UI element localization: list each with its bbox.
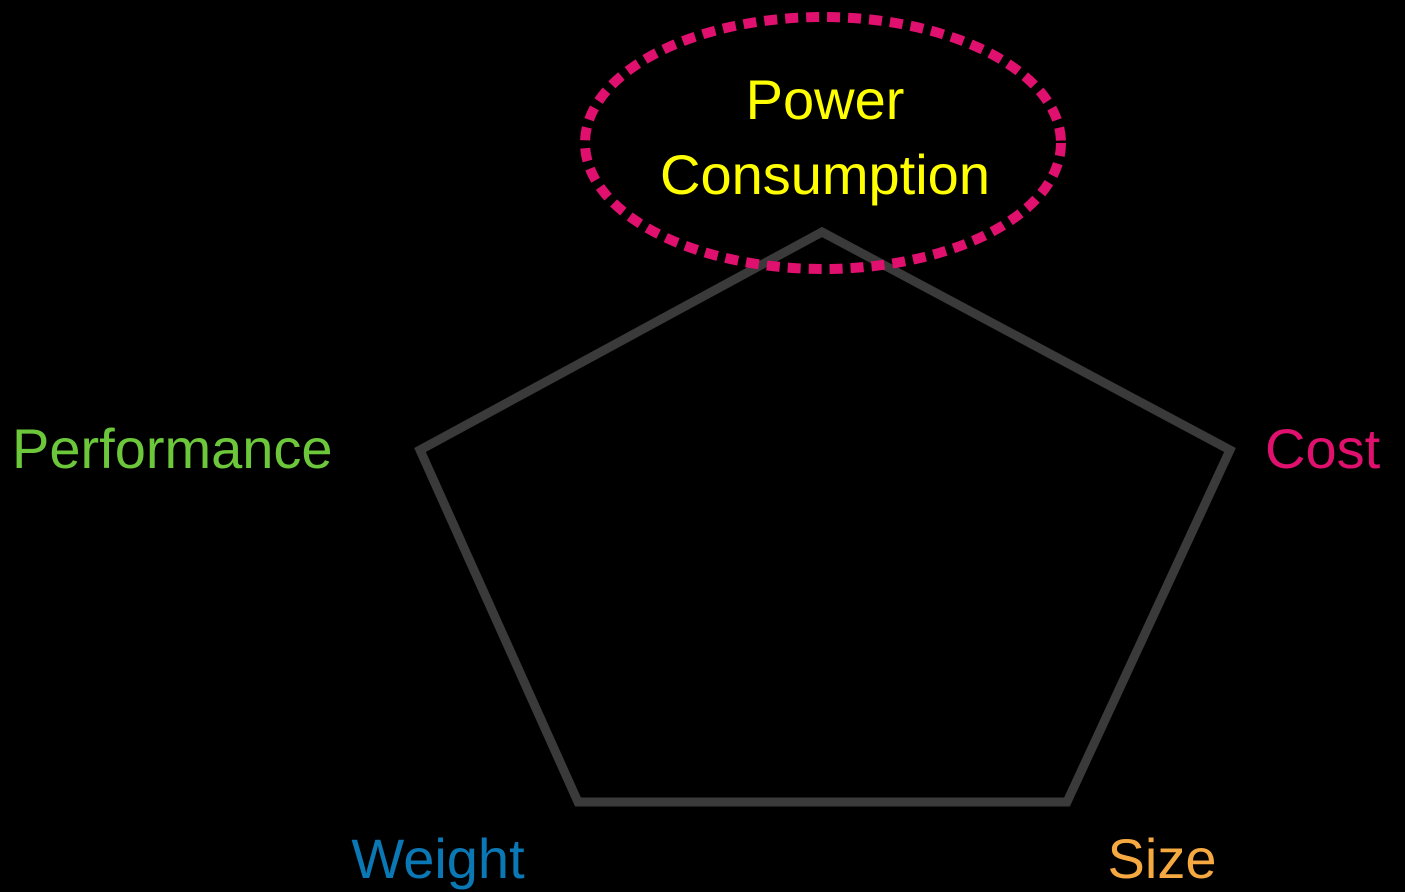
- highlight-ellipse: [580, 12, 1066, 274]
- node-label: Power: [746, 68, 905, 131]
- pentagon: [414, 226, 1236, 807]
- node-label: Size: [1108, 827, 1217, 890]
- node-label: Consumption: [660, 143, 990, 206]
- node-label: Cost: [1265, 417, 1381, 480]
- node-label: Performance: [12, 417, 333, 480]
- node-label: Weight: [351, 827, 525, 890]
